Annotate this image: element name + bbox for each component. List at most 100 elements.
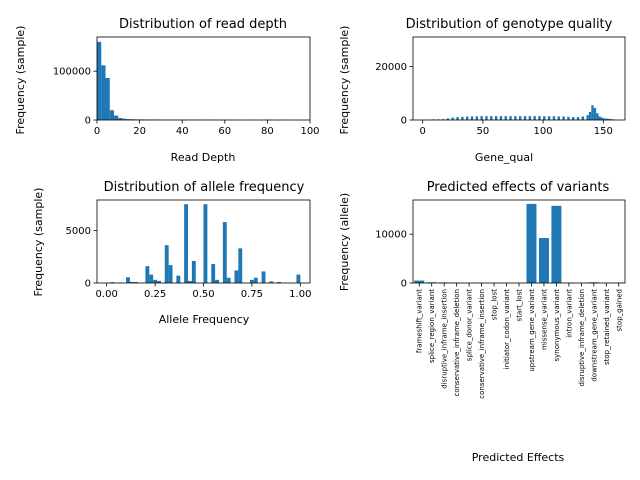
histogram-bar xyxy=(591,105,594,120)
chart-title: Predicted effects of variants xyxy=(427,180,610,195)
histogram-bar xyxy=(234,270,239,283)
x-tick-label: 60 xyxy=(218,126,231,137)
histogram-bar xyxy=(490,116,493,120)
chart-title: Distribution of genotype quality xyxy=(406,17,613,32)
x-tick-label: stop_lost xyxy=(491,289,499,320)
y-tick-label: 5000 xyxy=(66,226,91,237)
x-axis-label: Predicted Effects xyxy=(472,451,565,464)
histogram-bar xyxy=(101,65,106,120)
histogram-bar xyxy=(126,277,130,283)
x-tick-label: disruptive_inframe_deletion xyxy=(578,289,586,386)
x-tick-label: 0.25 xyxy=(144,289,166,300)
histogram-bar xyxy=(164,245,169,283)
x-tick-label: splice_donor_variant xyxy=(466,289,474,361)
histogram-bar xyxy=(126,119,132,120)
histogram-bar xyxy=(475,116,479,120)
bar-missense_variant xyxy=(538,238,549,283)
histogram-bar xyxy=(149,274,154,283)
x-tick-label: intron_variant xyxy=(565,289,573,338)
histogram-bar xyxy=(470,116,474,120)
y-tick-label: 10000 xyxy=(375,230,407,241)
histogram-bar xyxy=(249,279,254,283)
plot-frame xyxy=(412,199,626,284)
predicted-effects-chart: Predicted effects of variants Predicted … xyxy=(338,180,626,464)
x-tick-label: 1.00 xyxy=(289,289,311,300)
histogram-bar xyxy=(593,107,597,120)
histogram-bar xyxy=(504,116,507,120)
bar-frameshift_variant xyxy=(414,280,425,283)
y-tick-label: 20000 xyxy=(375,62,407,73)
histogram-bar xyxy=(191,260,196,283)
histogram-bar xyxy=(608,118,611,120)
bar-synonymous_variant xyxy=(551,205,562,283)
histogram-bar xyxy=(519,116,522,120)
histogram-bar xyxy=(215,279,219,283)
histogram-bar xyxy=(543,116,546,120)
x-tick-label: 80 xyxy=(261,126,274,137)
histogram-bar xyxy=(253,277,258,283)
histogram-bar xyxy=(480,116,483,120)
histogram-bar xyxy=(576,117,580,120)
histogram-bar xyxy=(114,115,119,120)
chart-title: Distribution of read depth xyxy=(119,17,287,32)
histogram-bar xyxy=(153,279,158,283)
histogram-bar xyxy=(552,116,556,120)
read-depth-chart: Distribution of read depth Read Depth Fr… xyxy=(14,17,320,164)
histogram-bar xyxy=(238,248,243,283)
histogram-bar xyxy=(145,266,150,283)
plot-frame xyxy=(96,199,311,284)
histogram-bar xyxy=(105,78,110,120)
histogram-bar xyxy=(109,110,115,120)
x-tick-label: missense_variant xyxy=(540,289,548,350)
x-tick-label: 20 xyxy=(133,126,146,137)
x-tick-label: start_lost xyxy=(516,289,524,322)
histogram-bar xyxy=(596,113,599,120)
histogram-bar xyxy=(222,222,227,283)
y-axis-label: Frequency (sample) xyxy=(14,26,27,135)
histogram-bar xyxy=(157,280,161,283)
histogram-bar xyxy=(269,281,274,283)
histogram-bar xyxy=(485,116,488,120)
x-tick-label: 0.50 xyxy=(192,289,214,300)
histogram-bar xyxy=(557,116,560,120)
y-axis-label: Frequency (sample) xyxy=(32,188,45,297)
histogram-bar xyxy=(547,116,551,120)
x-tick-label: synonymous_variant xyxy=(553,289,561,362)
y-tick-label: 0 xyxy=(401,279,407,290)
histogram-bar xyxy=(277,281,281,283)
y-axis-label: Frequency (allele) xyxy=(338,193,351,291)
histogram-bar xyxy=(581,116,585,120)
histogram-bar xyxy=(600,117,604,120)
histogram-bar xyxy=(296,274,301,283)
y-tick-label: 0 xyxy=(85,279,91,290)
x-axis-label: Allele Frequency xyxy=(159,313,250,326)
histogram-bar xyxy=(176,275,181,283)
histogram-bar xyxy=(441,119,445,120)
x-tick-label: disruptive_inframe_insertion xyxy=(441,289,449,389)
histogram-bar xyxy=(605,118,609,120)
x-tick-label: 0.75 xyxy=(241,289,263,300)
histogram-bar xyxy=(451,117,454,120)
x-tick-label: 50 xyxy=(476,126,489,137)
histogram-bar xyxy=(261,271,266,283)
genotype-quality-chart: Distribution of genotype quality Gene_qu… xyxy=(338,17,626,164)
x-tick-label: 100 xyxy=(300,126,319,137)
x-tick-label: initiator_codon_variant xyxy=(503,289,511,369)
x-axis-label: Gene_qual xyxy=(475,151,533,164)
plot-frame xyxy=(96,36,311,121)
histogram-bar xyxy=(133,281,138,283)
histogram-bar xyxy=(494,116,498,120)
x-tick-label: 40 xyxy=(176,126,189,137)
histogram-bar xyxy=(588,111,592,120)
histogram-bar xyxy=(203,204,208,283)
x-tick-label: 150 xyxy=(594,126,613,137)
plot-frame xyxy=(412,36,626,121)
histogram-bar xyxy=(188,280,192,283)
histogram-bar xyxy=(586,115,589,120)
histogram-bar xyxy=(567,116,570,120)
y-tick-label: 0 xyxy=(401,116,407,127)
histogram-bar xyxy=(598,116,601,120)
x-tick-label: 0.00 xyxy=(96,289,118,300)
x-tick-label: 0 xyxy=(94,126,100,137)
